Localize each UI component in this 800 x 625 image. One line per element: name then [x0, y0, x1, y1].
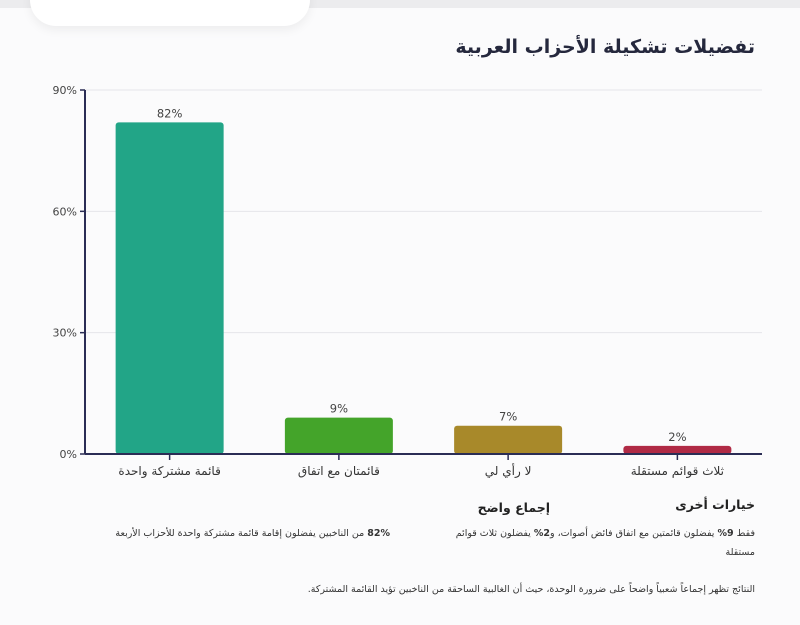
bar: [284, 417, 393, 454]
bar: [454, 425, 563, 454]
x-tick-label: ثلاث قوائم مستقلة: [631, 464, 724, 479]
bar-value-label: 2%: [668, 430, 686, 444]
bar-value-label: 9%: [330, 402, 348, 416]
bar-value-label: 7%: [499, 410, 517, 424]
y-tick-label: 90%: [53, 84, 77, 97]
consensus-text: 82% من الناخبين يفضلون إقامة قائمة مشترك…: [70, 524, 390, 543]
consensus-bold: 82%: [367, 528, 390, 539]
bar: [623, 445, 732, 454]
y-tick-label: 30%: [53, 327, 77, 340]
other-text: فقط 9% يفضلون قائمتين مع اتفاق فائض أصوا…: [435, 524, 755, 562]
other-bold-9: 9%: [717, 528, 734, 539]
y-tick-label: 0%: [60, 448, 77, 461]
top-tab: [30, 0, 310, 26]
bar-value-label: 82%: [157, 106, 183, 120]
conclusion-text: النتائج تظهر إجماعاً شعبياً واضحاً على ض…: [307, 584, 755, 595]
other-mid: يفضلون قائمتين مع اتفاق فائض أصوات، و: [549, 528, 718, 539]
consensus-heading: إجماع واضح: [477, 500, 550, 515]
consensus-body: من الناخبين يفضلون إقامة قائمة مشتركة وا…: [115, 528, 368, 539]
x-tick-label: قائمة مشتركة واحدة: [118, 464, 220, 479]
bar: [115, 122, 224, 454]
x-tick-label: لا رأي لي: [485, 463, 532, 479]
other-heading: خيارات أخرى: [675, 497, 755, 512]
other-pre: فقط: [733, 528, 755, 539]
other-bold-2: 2%: [533, 528, 550, 539]
page-title: تفضيلات تشكيلة الأحزاب العربية: [455, 36, 755, 58]
other-post: يفضلون ثلاث قوائم مستقلة: [455, 528, 755, 558]
x-tick-label: قائمتان مع اتفاق: [298, 464, 380, 478]
y-tick-label: 60%: [53, 205, 77, 218]
